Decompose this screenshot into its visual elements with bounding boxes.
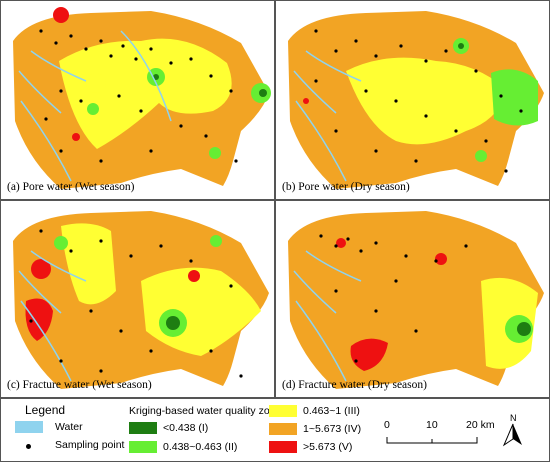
zone-green-dark bbox=[166, 316, 180, 330]
zone-red bbox=[336, 238, 346, 248]
zone-red bbox=[53, 7, 69, 23]
zone-green-dark bbox=[259, 89, 267, 97]
sampling-points bbox=[319, 234, 468, 363]
zone-green-light bbox=[475, 150, 487, 162]
scale-tick-0: 0 bbox=[384, 419, 390, 431]
sampling-label: Sampling point bbox=[55, 439, 125, 451]
legend-title: Legend bbox=[25, 403, 66, 417]
water-channels bbox=[18, 30, 172, 182]
zone-green-light bbox=[210, 235, 222, 247]
water-channels bbox=[293, 250, 362, 382]
water-channels bbox=[18, 250, 87, 382]
zone-red bbox=[303, 98, 309, 104]
panel-caption: (a) Pore water (Wet season) bbox=[7, 181, 135, 193]
zone-green-light bbox=[491, 69, 538, 126]
water-swatch bbox=[15, 421, 43, 433]
map-pore-wet bbox=[13, 7, 271, 189]
class-i-label: <0.438 (I) bbox=[163, 422, 209, 434]
zone-yellow-spot bbox=[86, 73, 106, 93]
water-channels bbox=[293, 50, 362, 182]
zone-red bbox=[25, 298, 53, 341]
class-ii-swatch bbox=[129, 441, 157, 453]
zone-green-light bbox=[209, 147, 221, 159]
scale-tick-20: 20 km bbox=[466, 419, 495, 431]
zone-green-light bbox=[54, 236, 68, 250]
class-i-swatch bbox=[129, 422, 157, 434]
zone-green-dark bbox=[458, 43, 464, 49]
map-panel-fracture-dry: (d) Fracture water (Dry season) bbox=[275, 200, 550, 398]
study-area-orange bbox=[288, 211, 544, 389]
sampling-point-symbol bbox=[26, 444, 31, 449]
scale-bar bbox=[386, 437, 478, 444]
panel-caption: (b) Pore water (Dry season) bbox=[282, 181, 410, 193]
panel-caption: (d) Fracture water (Dry season) bbox=[282, 379, 427, 391]
zone-yellow bbox=[61, 223, 116, 305]
zone-yellow bbox=[346, 57, 506, 145]
zone-red bbox=[188, 270, 200, 282]
zone-green-light bbox=[87, 103, 99, 115]
class-iv-swatch bbox=[269, 423, 297, 435]
zone-yellow bbox=[59, 38, 232, 149]
water-label: Water bbox=[55, 421, 83, 433]
north-label: N bbox=[510, 413, 517, 423]
legend: Legend Water Sampling point Kriging-base… bbox=[0, 398, 550, 462]
class-iii-swatch bbox=[269, 405, 297, 417]
sampling-points bbox=[314, 29, 523, 173]
scale-tick-10: 10 bbox=[426, 419, 438, 431]
class-v-swatch bbox=[269, 441, 297, 453]
map-pore-dry bbox=[288, 11, 544, 189]
zone-green-dark bbox=[517, 322, 531, 336]
sampling-points bbox=[29, 229, 243, 378]
class-ii-label: 0.438~0.463 (II) bbox=[163, 441, 238, 453]
class-iv-label: 1~5.673 (IV) bbox=[303, 423, 362, 435]
panel-caption: (c) Fracture water (Wet season) bbox=[7, 379, 152, 391]
map-panel-pore-dry: (b) Pore water (Dry season) bbox=[275, 0, 550, 200]
zone-red bbox=[350, 338, 388, 371]
zone-red bbox=[31, 259, 51, 279]
class-iii-label: 0.463~1 (III) bbox=[303, 405, 360, 417]
zone-red bbox=[72, 133, 80, 141]
zone-red bbox=[435, 253, 447, 265]
sampling-points bbox=[39, 29, 238, 163]
scale-bar-line bbox=[386, 437, 478, 444]
north-arrow-icon bbox=[502, 423, 522, 447]
map-panel-pore-wet: (a) Pore water (Wet season) bbox=[0, 0, 275, 200]
class-v-label: >5.673 (V) bbox=[303, 441, 353, 453]
map-fracture-wet bbox=[13, 211, 269, 389]
map-panel-fracture-wet: (c) Fracture water (Wet season) bbox=[0, 200, 275, 398]
zoning-title: Kriging-based water quality zoning bbox=[129, 405, 290, 417]
map-fracture-dry bbox=[288, 211, 544, 389]
